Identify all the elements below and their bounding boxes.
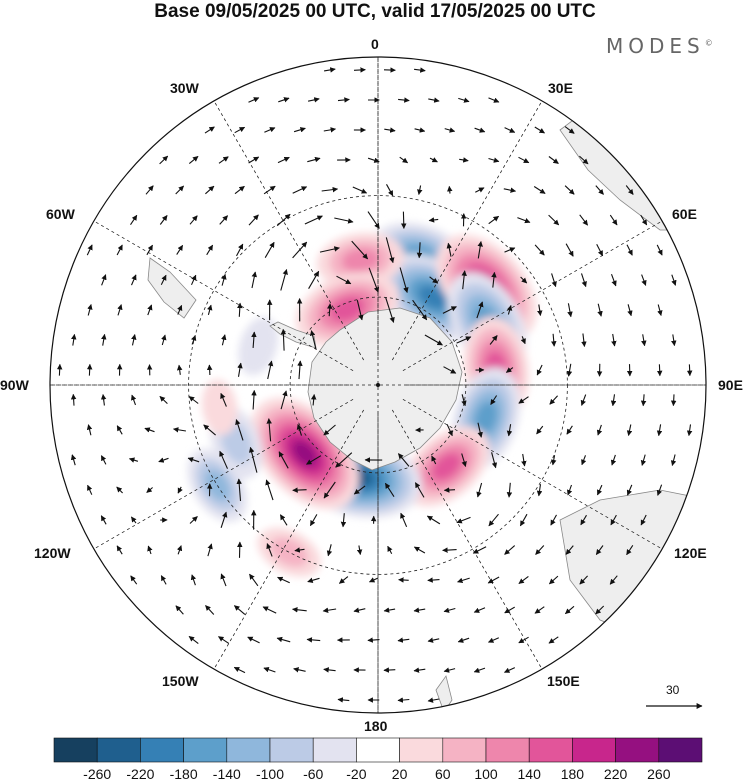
wind-arrow <box>399 580 409 581</box>
wind-arrow <box>444 490 455 491</box>
wind-arrow <box>673 394 674 405</box>
colorbar-swatch <box>313 738 356 762</box>
colorbar-swatch <box>140 738 183 762</box>
colorbar-tick-labels: -260 -220 -180 -140 -100 -60 -20 20 60 100 140 180 2… <box>0 766 750 784</box>
wind-arrow <box>354 70 365 71</box>
lon-label-150w: 150W <box>162 673 199 689</box>
colorbar-tick: -20 <box>346 766 366 782</box>
wind-arrow <box>293 490 307 491</box>
wind-arrow <box>89 364 90 375</box>
colorbar-tick: 180 <box>561 766 584 782</box>
colorbar-tick: 100 <box>474 766 497 782</box>
lon-label-0: 0 <box>371 36 379 52</box>
reference-vector-label: 30 <box>666 683 679 697</box>
colorbar-swatch <box>400 738 443 762</box>
colorbar-swatch <box>356 738 399 762</box>
colorbar-tick: 220 <box>604 766 627 782</box>
colorbar-tick: 20 <box>392 766 408 782</box>
lon-label-30e: 30E <box>548 80 573 96</box>
colorbar-tick: -180 <box>170 766 198 782</box>
lon-label-60e: 60E <box>672 206 697 222</box>
wind-arrow <box>403 212 404 229</box>
wind-arrow <box>449 186 450 193</box>
colorbar-swatch <box>443 738 486 762</box>
wind-arrow <box>689 364 690 375</box>
lon-label-60w: 60W <box>46 206 75 222</box>
colorbar-swatch <box>270 738 313 762</box>
lon-label-180: 180 <box>364 718 387 734</box>
lon-label-120w: 120W <box>34 545 71 561</box>
south-pole-marker <box>376 383 380 387</box>
lon-label-30w: 30W <box>170 80 199 96</box>
colorbar-swatch <box>659 738 702 762</box>
colorbar-tick: -140 <box>213 766 241 782</box>
wind-arrow <box>209 365 210 375</box>
colorbar-swatch <box>572 738 615 762</box>
colorbar-swatch <box>616 738 659 762</box>
colorbar-swatch <box>486 738 529 762</box>
wind-arrow <box>73 394 74 405</box>
wind-arrow <box>659 364 660 375</box>
lon-label-90e: 90E <box>718 377 743 393</box>
colorbar-swatch <box>227 738 270 762</box>
lon-label-90w: 90W <box>0 377 29 393</box>
colorbar-tick: -100 <box>256 766 284 782</box>
colorbar-swatch <box>184 738 227 762</box>
colorbar-tick: -60 <box>303 766 323 782</box>
lon-label-120e: 120E <box>674 545 707 561</box>
wind-arrow <box>384 670 395 671</box>
lon-label-150e: 150E <box>547 673 580 689</box>
colorbar-tick: 60 <box>435 766 451 782</box>
colorbar-tick: -220 <box>126 766 154 782</box>
colorbar-tick: 140 <box>518 766 541 782</box>
colorbar-swatch <box>529 738 572 762</box>
colorbar-tick: -260 <box>83 766 111 782</box>
wind-arrow <box>59 364 60 375</box>
colorbar <box>54 738 702 762</box>
colorbar-swatch <box>97 738 140 762</box>
colorbar-swatch <box>54 738 97 762</box>
colorbar-tick: 260 <box>647 766 670 782</box>
